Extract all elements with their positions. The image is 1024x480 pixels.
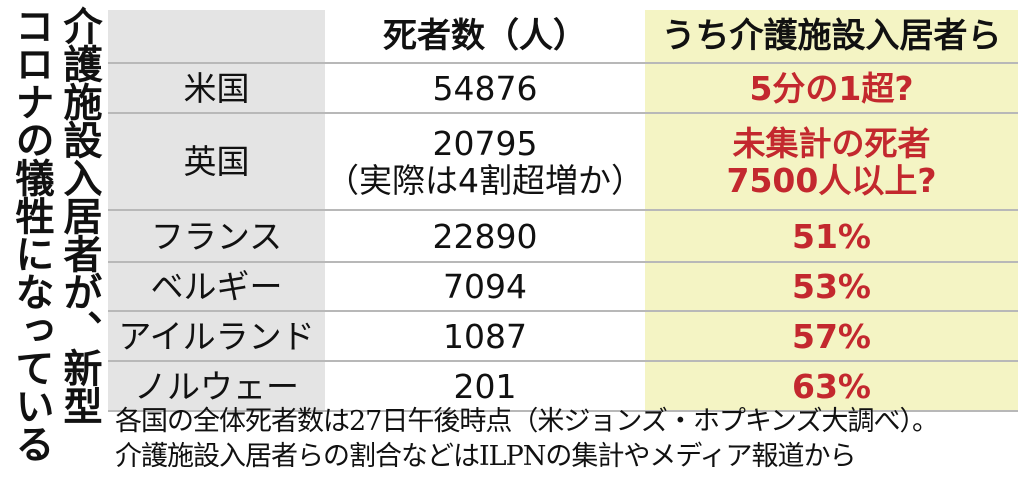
- care-home-cell: 51%: [645, 211, 1018, 261]
- cell-text: 22890: [432, 216, 538, 256]
- table-row: フランス 22890 51%: [108, 211, 1018, 263]
- country-cell: フランス: [108, 211, 325, 261]
- cell-text: 201: [453, 366, 517, 406]
- table-row: 米国 54876 5分の1超?: [108, 64, 1018, 114]
- deaths-cell: 7094: [325, 263, 645, 310]
- deaths-cell: 1087: [325, 312, 645, 360]
- header-cell: うち介護施設入居者ら: [645, 10, 1018, 62]
- care-home-cell: 5分の1超?: [645, 64, 1018, 112]
- cell-text: 54876: [432, 68, 538, 108]
- cell-text: 7500人以上?: [726, 160, 937, 200]
- care-home-cell: 未集計の死者 7500人以上?: [645, 114, 1018, 209]
- cell-text: 7094: [443, 267, 527, 306]
- header-row: 死者数（人） うち介護施設入居者ら: [108, 10, 1018, 64]
- table-row: アイルランド 1087 57%: [108, 312, 1018, 362]
- cell-text: ベルギー: [150, 267, 283, 306]
- care-home-cell: 57%: [645, 312, 1018, 360]
- cell-text: 1087: [443, 316, 527, 356]
- table: 死者数（人） うち介護施設入居者ら米国 54876 5分の1超? 英国 20795 （実際は…: [108, 10, 1018, 412]
- table-row: ベルギー 7094 53%: [108, 263, 1018, 312]
- cell-text: アイルランド: [118, 316, 315, 356]
- cell-text: フランス: [150, 216, 283, 256]
- country-cell: 英国: [108, 114, 325, 209]
- deaths-cell: 20795 （実際は4割超増か）: [325, 114, 645, 209]
- cell-text: 57%: [792, 316, 871, 356]
- title-line: コロナの犠牲になっている: [9, 6, 54, 462]
- country-cell: 米国: [108, 64, 325, 112]
- cell-text: 英国: [183, 142, 250, 181]
- table-row: ノルウェー 201 63%: [108, 362, 1018, 412]
- deaths-cell: 22890: [325, 211, 645, 261]
- country-cell: ノルウェー: [108, 362, 325, 410]
- header-text: うち介護施設入居者ら: [661, 15, 1002, 56]
- cell-text: ノルウェー: [134, 366, 299, 406]
- cell-text: 63%: [792, 366, 871, 406]
- country-cell: アイルランド: [108, 312, 325, 360]
- deaths-cell: 54876: [325, 64, 645, 112]
- deaths-cell: 201: [325, 362, 645, 410]
- cell-text: 53%: [792, 267, 871, 306]
- cell-text: 5分の1超?: [749, 68, 914, 108]
- cell-text: 未集計の死者: [732, 123, 931, 163]
- header-text: 死者数（人）: [383, 15, 587, 56]
- header-cell: [108, 10, 325, 62]
- cell-text: （実際は4割超増か）: [326, 160, 644, 200]
- cell-text: 51%: [792, 216, 871, 256]
- care-home-cell: 53%: [645, 263, 1018, 310]
- cell-text: 米国: [183, 68, 250, 108]
- footnote: 各国の全体死者数は27日午後時点（米ジョンズ・ホプキンズ大調べ）。 介護施設入居者…: [115, 404, 939, 474]
- cell-text: 20795: [432, 123, 538, 163]
- header-cell: 死者数（人）: [325, 10, 645, 62]
- care-home-cell: 63%: [645, 362, 1018, 410]
- footnote-line: 各国の全体死者数は27日午後時点（米ジョンズ・ホプキンズ大調べ）。: [115, 406, 939, 437]
- country-cell: ベルギー: [108, 263, 325, 310]
- table-row: 英国 20795 （実際は4割超増か） 未集計の死者 7500人以上?: [108, 114, 1018, 211]
- footnote-line: 介護施設入居者らの割合などはILPNの集計やメディア報道から: [115, 441, 856, 472]
- title-line: 介護施設入居者が、新型: [57, 6, 102, 424]
